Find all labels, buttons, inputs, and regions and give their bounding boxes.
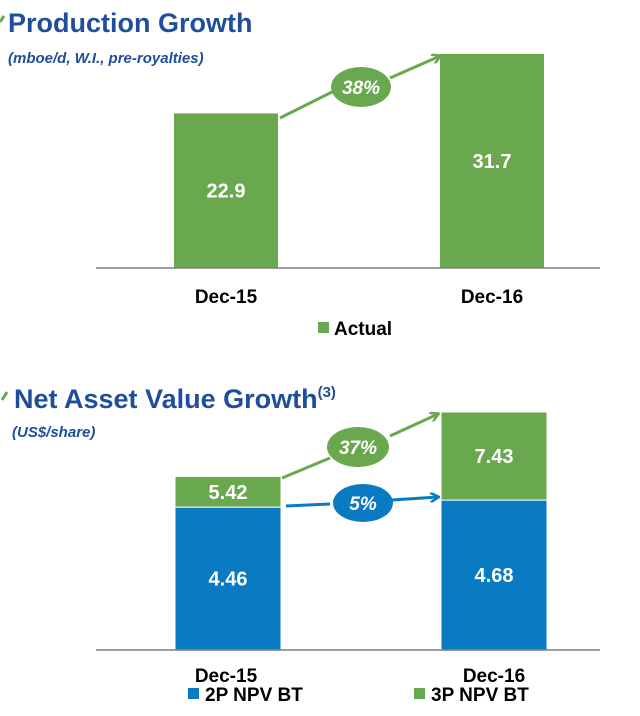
- chart-1-x-tick-label: Dec-15: [195, 287, 258, 308]
- chart-2-bar-segment-3p: [440, 411, 548, 501]
- chart-1-growth-label: 38%: [342, 78, 380, 99]
- chart-2-x-tick-label: Dec-16: [463, 666, 525, 687]
- chart-1-legend-swatch: [318, 322, 329, 333]
- chart-2-bar-value-label-3p: 7.43: [475, 446, 514, 468]
- chart-2-legend-swatch-2p: [188, 688, 199, 699]
- chart-1-growth-arrow: [279, 56, 440, 120]
- chart-2-bar-segment-3p: [174, 475, 282, 508]
- title-2-tick-icon: [0, 391, 9, 401]
- chart-1-bar: [440, 54, 544, 268]
- chart-2-bar-segment-2p: [440, 499, 548, 651]
- chart-2-title-text: Net Asset Value Growth: [14, 384, 318, 414]
- chart-1-bar: [174, 113, 278, 268]
- chart-2-title: Net Asset Value Growth(3): [14, 384, 336, 414]
- chart-1-title: Production Growth: [8, 8, 252, 38]
- chart-1-subtitle: (mboe/d, W.I., pre-royalties): [8, 50, 204, 67]
- chart-2-2p-growth-label: 5%: [349, 494, 377, 515]
- chart-2-legend-label-2p: 2P NPV BT: [205, 685, 303, 706]
- chart-1-bar-value-label: 31.7: [473, 151, 512, 173]
- chart-2-2p-growth-badge: [333, 484, 393, 522]
- chart-2-bar-value-label-3p: 5.42: [209, 482, 248, 504]
- title-1-tick-icon: [0, 15, 6, 23]
- chart-2-legend-label-3p: 3P NPV BT: [431, 685, 529, 706]
- chart-2-x-tick-label: Dec-15: [195, 666, 258, 687]
- chart-2-3p-growth-label: 37%: [339, 438, 377, 459]
- chart-2-2p-growth-arrow: [285, 497, 438, 508]
- chart-2-bar-value-label-2p: 4.68: [475, 565, 514, 587]
- chart-2-subtitle: (US$/share): [12, 424, 95, 441]
- chart-2-3p-growth-badge: [327, 427, 389, 467]
- chart-1-legend-label: Actual: [334, 319, 392, 340]
- chart-2-title-superscript: (3): [318, 384, 336, 401]
- chart-1-growth-badge: [331, 67, 391, 107]
- chart-1-bar-value-label: 22.9: [207, 181, 246, 203]
- chart-1-x-tick-label: Dec-16: [461, 287, 523, 308]
- chart-2-bar-value-label-2p: 4.46: [209, 569, 248, 591]
- chart-2-3p-growth-arrow: [281, 414, 438, 480]
- chart-2-bar-segment-2p: [174, 506, 282, 651]
- chart-2-legend-swatch-3p: [414, 688, 425, 699]
